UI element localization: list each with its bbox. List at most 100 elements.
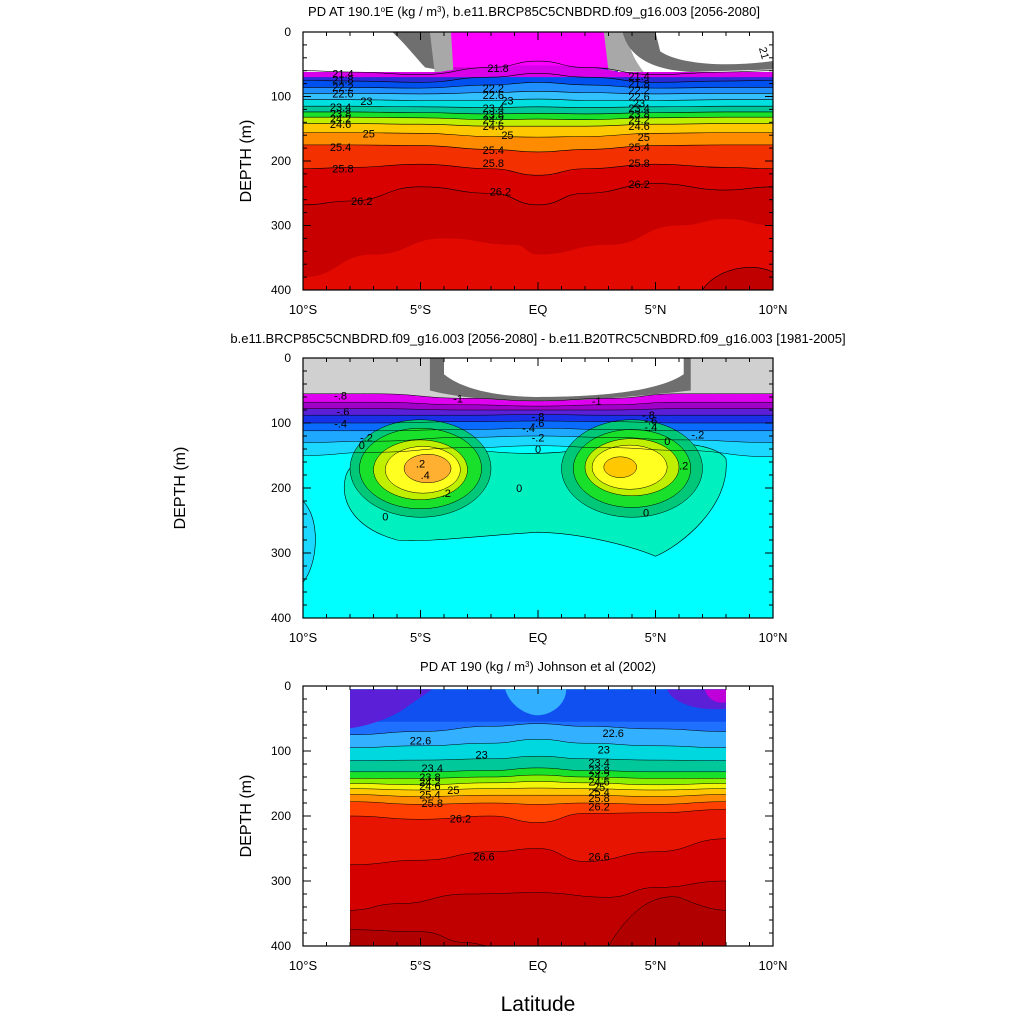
contour-line <box>302 435 774 443</box>
y-tick-label: 0 <box>284 351 291 365</box>
title-part: ) Johnson et al (2002) <box>530 659 656 674</box>
contour-label: .2 <box>416 458 425 470</box>
title-part: PD AT 190.1 <box>308 4 381 19</box>
isopycnal-24.6 <box>302 123 773 127</box>
isopycnal-22.6 <box>349 723 727 735</box>
band-26.6 <box>303 219 773 290</box>
contour-line <box>302 427 773 432</box>
contour-label: 21.8 <box>628 79 649 91</box>
y-tick-label: 400 <box>271 939 291 953</box>
band-surface-magenta <box>704 689 726 703</box>
contour-line <box>302 393 773 402</box>
isopycnal-24.6 <box>349 781 727 786</box>
contour-label: 26.2 <box>490 186 511 198</box>
contour-label: 21.8 <box>487 63 508 75</box>
contour-label: 22.2 <box>628 85 649 97</box>
contour-label: 23 <box>475 749 487 761</box>
contour-label: 23.4 <box>483 103 504 115</box>
contour-label: 24.2 <box>419 777 440 789</box>
y-tick-label: 0 <box>284 679 291 693</box>
title-part: ), b.e11.BRCP85C5CNBDRD.f09_g16.003 [205… <box>441 4 759 19</box>
band-0.5-left <box>403 453 452 484</box>
contour-label: 21.4 <box>628 71 649 83</box>
y-tick-label: 200 <box>271 154 291 168</box>
x-tick-label: 10°S <box>289 958 318 973</box>
contour-fills <box>303 358 773 618</box>
contour-label: 24.6 <box>588 777 609 789</box>
contour-label: 25 <box>363 128 375 140</box>
contour-label: -.4 <box>334 419 347 431</box>
contour-label: 0 <box>664 436 670 448</box>
y-tick-label: 400 <box>271 611 291 625</box>
contour-label: 26.6 <box>588 851 609 863</box>
contour-label: 25.8 <box>588 793 609 805</box>
x-tick-label: EQ <box>529 630 548 645</box>
contour-lines: -.8-.6-.4-.20.2.4-1-.8-.6-.4-.20.2-1-.8-… <box>302 391 774 524</box>
contour-label: 26.2 <box>450 814 471 826</box>
y-tick-label: 300 <box>271 874 291 888</box>
contour-label: 23 <box>598 745 610 757</box>
isopycnal-24.2 <box>302 116 773 121</box>
contour-label: 23.8 <box>628 109 649 121</box>
contour-label: 23.8 <box>483 110 504 122</box>
contour-label: 23.8 <box>330 108 351 120</box>
contour-label: 26.2 <box>628 179 649 191</box>
contour-label: -.2 <box>360 432 373 444</box>
contour-label: 25.8 <box>422 798 443 810</box>
contour-label: 25.8 <box>483 158 504 170</box>
contour-label: 23.4 <box>588 758 609 770</box>
white-cap-right <box>660 32 773 62</box>
band-27.2-right <box>608 896 726 946</box>
contour-label: 23.4 <box>628 103 649 115</box>
panel-title: PD AT 190.1oE (kg / m3), b.e11.BRCP85C5C… <box>308 4 760 19</box>
x-tick-label: 10°N <box>758 630 787 645</box>
contour-label: 23.8 <box>419 772 440 784</box>
contour-label: 25 <box>638 132 650 144</box>
y-tick-label: 100 <box>271 90 291 104</box>
contour-label: -.6 <box>532 418 545 430</box>
contour-label: 25 <box>501 130 513 142</box>
contour-label: 24.2 <box>588 771 609 783</box>
isopycnal-24.2 <box>350 774 726 779</box>
panel-1: 21.421.822.222.62323.423.824.224.62525.4… <box>238 4 788 317</box>
contour-label: 25.4 <box>483 145 504 157</box>
y-axis-label: DEPTH (m) <box>238 120 255 203</box>
title-part: 3 <box>437 5 442 14</box>
isopycnal-21.4 <box>302 60 774 75</box>
contour-fills <box>303 32 773 290</box>
band-0.5-right <box>603 456 637 478</box>
band-purple-top <box>303 65 773 78</box>
contour-label: 25 <box>593 782 605 794</box>
title-part: o <box>381 5 386 14</box>
contour-label: 26.2 <box>588 801 609 813</box>
x-tick-label: 10°S <box>289 630 318 645</box>
isopycnal-23.8 <box>349 767 726 773</box>
contour-label: 21.4 <box>332 68 353 80</box>
contour-label: 0 <box>643 508 649 520</box>
x-tick-label: 10°S <box>289 302 318 317</box>
contour-label: -.4 <box>522 423 535 435</box>
contour-label: 22.6 <box>628 92 649 104</box>
contour-label: 21.8 <box>332 75 353 87</box>
x-tick-label: 5°N <box>645 958 667 973</box>
contour-label: 0 <box>535 444 541 456</box>
contour-label: 23 <box>360 96 372 108</box>
x-tick-label: 10°N <box>758 958 787 973</box>
contour-label: 23 <box>633 98 645 110</box>
contour-label: 22.6 <box>332 88 353 100</box>
y-tick-label: 200 <box>271 809 291 823</box>
contour-label: 23.4 <box>330 102 351 114</box>
contour-label: 25.8 <box>628 158 649 170</box>
grey-light-right <box>603 32 644 72</box>
band-surface-cyan <box>505 689 567 716</box>
x-tick-label: 5°S <box>410 958 431 973</box>
contour-label: 22.6 <box>602 728 623 740</box>
contour-label: -1 <box>592 396 602 408</box>
contour-label: -.6 <box>337 406 350 418</box>
contour-label: -.8 <box>334 391 347 403</box>
isopycnal-25.8 <box>349 801 727 805</box>
contour-label: 25 <box>447 785 459 797</box>
contour-label: -.8 <box>532 412 545 424</box>
